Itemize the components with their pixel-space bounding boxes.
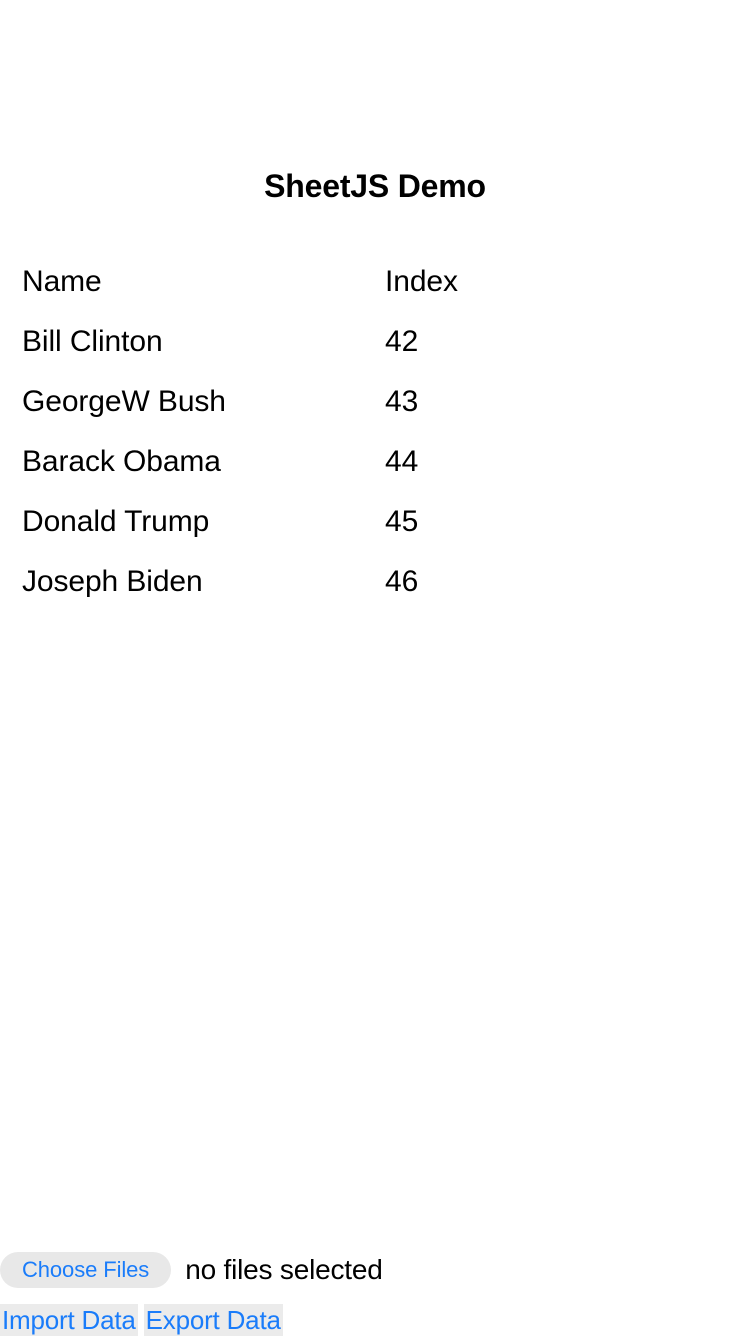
choose-files-button[interactable]: Choose Files	[0, 1252, 172, 1288]
file-input-row: Choose Files no files selected	[0, 1248, 750, 1292]
bottom-controls: Choose Files no files selected Import Da…	[0, 1248, 750, 1336]
table-row: GeorgeW Bush 43	[22, 372, 585, 432]
import-data-button[interactable]: Import Data	[0, 1304, 138, 1336]
table-row: Donald Trump 45	[22, 492, 585, 552]
export-data-button[interactable]: Export Data	[143, 1304, 283, 1336]
page-title: SheetJS Demo	[264, 168, 486, 204]
table-row: Joseph Biden 46	[22, 552, 585, 612]
cell-name: Joseph Biden	[22, 565, 203, 598]
data-action-row: Import Data Export Data	[0, 1304, 750, 1336]
cell-index: 43	[385, 385, 419, 418]
cell-name: Bill Clinton	[22, 325, 163, 358]
table-body: Bill Clinton 42 GeorgeW Bush 43 Barack O…	[22, 312, 585, 612]
table-row: Barack Obama 44	[22, 432, 585, 492]
file-selection-status: no files selected	[185, 1254, 383, 1285]
cell-name: GeorgeW Bush	[22, 385, 226, 418]
cell-name: Donald Trump	[22, 505, 210, 538]
table-header: Name Index	[22, 252, 585, 312]
cell-index: 46	[385, 565, 419, 598]
cell-index: 45	[385, 505, 419, 538]
cell-index: 42	[385, 325, 419, 358]
cell-name: Barack Obama	[22, 445, 221, 478]
table-header-row: Name Index	[22, 252, 585, 312]
cell-index: 44	[385, 445, 419, 478]
column-header-name: Name	[22, 265, 102, 298]
column-header-index: Index	[385, 265, 458, 298]
table-row: Bill Clinton 42	[22, 312, 585, 372]
presidents-table: Name Index Bill Clinton 42 GeorgeW Bush …	[22, 252, 585, 612]
